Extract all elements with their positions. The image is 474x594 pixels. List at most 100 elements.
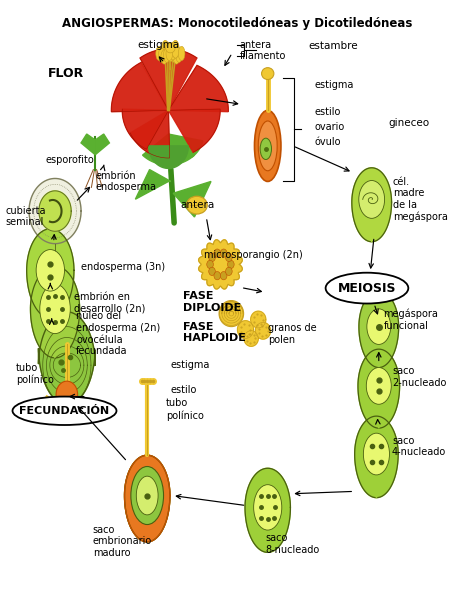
Ellipse shape xyxy=(36,249,64,291)
Text: endosperma (3n): endosperma (3n) xyxy=(81,263,165,273)
Polygon shape xyxy=(29,178,81,244)
Ellipse shape xyxy=(367,309,391,345)
Ellipse shape xyxy=(176,48,182,62)
Ellipse shape xyxy=(260,138,272,160)
Text: estigma: estigma xyxy=(138,40,180,49)
Polygon shape xyxy=(149,146,188,168)
Text: óvulo: óvulo xyxy=(315,137,341,147)
Ellipse shape xyxy=(219,301,244,327)
Polygon shape xyxy=(352,168,392,242)
Polygon shape xyxy=(358,349,400,428)
Polygon shape xyxy=(373,488,380,498)
Text: granos de
polen: granos de polen xyxy=(268,323,316,345)
Text: FECUNDACIÓN: FECUNDACIÓN xyxy=(19,406,109,416)
Text: FLOR: FLOR xyxy=(48,67,84,80)
Ellipse shape xyxy=(226,267,232,276)
Ellipse shape xyxy=(220,271,227,280)
Text: antera: antera xyxy=(180,200,215,210)
Ellipse shape xyxy=(258,121,277,170)
Text: ANGIOSPERMAS: Monocotiledóneas y Dicotiledóneas: ANGIOSPERMAS: Monocotiledóneas y Dicotil… xyxy=(62,17,412,30)
Ellipse shape xyxy=(169,42,177,60)
Text: esporofito: esporofito xyxy=(46,155,94,165)
Polygon shape xyxy=(168,134,203,157)
Polygon shape xyxy=(255,323,271,339)
Text: núleo del
endosperma (2n)
ovocélula
fecundada: núleo del endosperma (2n) ovocélula fecu… xyxy=(76,311,161,356)
Ellipse shape xyxy=(156,46,163,61)
Ellipse shape xyxy=(56,381,78,408)
Polygon shape xyxy=(355,416,398,498)
Ellipse shape xyxy=(207,260,213,268)
Ellipse shape xyxy=(162,40,169,58)
Text: antera
filamento: antera filamento xyxy=(239,40,286,61)
Ellipse shape xyxy=(214,249,220,257)
Ellipse shape xyxy=(178,46,185,61)
Polygon shape xyxy=(39,191,71,231)
Text: MEIOSIS: MEIOSIS xyxy=(337,282,396,295)
Text: cubierta
seminal: cubierta seminal xyxy=(5,206,46,227)
Ellipse shape xyxy=(255,110,281,181)
Ellipse shape xyxy=(164,42,172,60)
Polygon shape xyxy=(251,311,266,328)
Text: estilo: estilo xyxy=(171,385,197,395)
Ellipse shape xyxy=(254,485,282,530)
Text: FASE
DIPLOIDE: FASE DIPLOIDE xyxy=(182,291,241,312)
Polygon shape xyxy=(95,134,109,155)
Polygon shape xyxy=(158,134,179,165)
Ellipse shape xyxy=(366,368,391,405)
Text: ovario: ovario xyxy=(315,122,345,132)
Ellipse shape xyxy=(173,50,180,64)
Polygon shape xyxy=(111,62,168,112)
Polygon shape xyxy=(125,455,170,542)
Polygon shape xyxy=(168,65,228,112)
Ellipse shape xyxy=(186,196,207,214)
Polygon shape xyxy=(136,170,171,199)
Ellipse shape xyxy=(172,40,179,58)
Polygon shape xyxy=(173,181,211,217)
Polygon shape xyxy=(81,134,95,155)
Text: saco
8-nucleado: saco 8-nucleado xyxy=(265,533,319,555)
Polygon shape xyxy=(168,134,194,165)
Ellipse shape xyxy=(12,397,117,425)
Polygon shape xyxy=(376,419,382,428)
Text: saco
4-nucleado: saco 4-nucleado xyxy=(392,435,446,457)
Text: estambre: estambre xyxy=(308,41,357,50)
Polygon shape xyxy=(27,229,74,318)
Polygon shape xyxy=(376,359,382,368)
Ellipse shape xyxy=(326,273,408,304)
Text: saco
2-nucleado: saco 2-nucleado xyxy=(392,366,447,388)
Polygon shape xyxy=(30,266,80,358)
Polygon shape xyxy=(369,233,374,242)
Text: estilo: estilo xyxy=(315,107,341,117)
Polygon shape xyxy=(122,109,168,149)
Polygon shape xyxy=(245,468,291,552)
Polygon shape xyxy=(130,110,170,158)
Ellipse shape xyxy=(165,43,175,53)
Ellipse shape xyxy=(359,181,384,219)
Polygon shape xyxy=(264,542,271,552)
Polygon shape xyxy=(38,312,95,405)
Ellipse shape xyxy=(262,68,274,80)
Polygon shape xyxy=(47,308,54,318)
Polygon shape xyxy=(125,455,170,542)
Polygon shape xyxy=(244,331,258,346)
Text: embrión en
desarrollo (2n): embrión en desarrollo (2n) xyxy=(74,292,146,314)
Ellipse shape xyxy=(228,260,234,268)
Ellipse shape xyxy=(168,46,175,61)
Ellipse shape xyxy=(171,48,177,62)
Text: FASE
HAPLOIDE: FASE HAPLOIDE xyxy=(182,322,246,343)
Polygon shape xyxy=(199,240,242,289)
Text: estigma: estigma xyxy=(315,80,355,90)
Text: tubo
polínico: tubo polínico xyxy=(16,363,54,385)
Text: cél.
madre
de la
megáspora: cél. madre de la megáspora xyxy=(393,176,448,222)
Ellipse shape xyxy=(164,48,170,62)
Text: microsporangio (2n): microsporangio (2n) xyxy=(204,250,303,260)
Text: estigma: estigma xyxy=(171,359,210,369)
Polygon shape xyxy=(51,347,59,358)
Ellipse shape xyxy=(214,271,220,280)
Ellipse shape xyxy=(209,267,215,276)
Polygon shape xyxy=(237,321,254,339)
Polygon shape xyxy=(143,134,168,165)
Text: embrión
endosperma: embrión endosperma xyxy=(95,170,156,192)
Ellipse shape xyxy=(158,48,165,62)
Text: saco
embrionario
maduro: saco embrionario maduro xyxy=(93,525,152,558)
